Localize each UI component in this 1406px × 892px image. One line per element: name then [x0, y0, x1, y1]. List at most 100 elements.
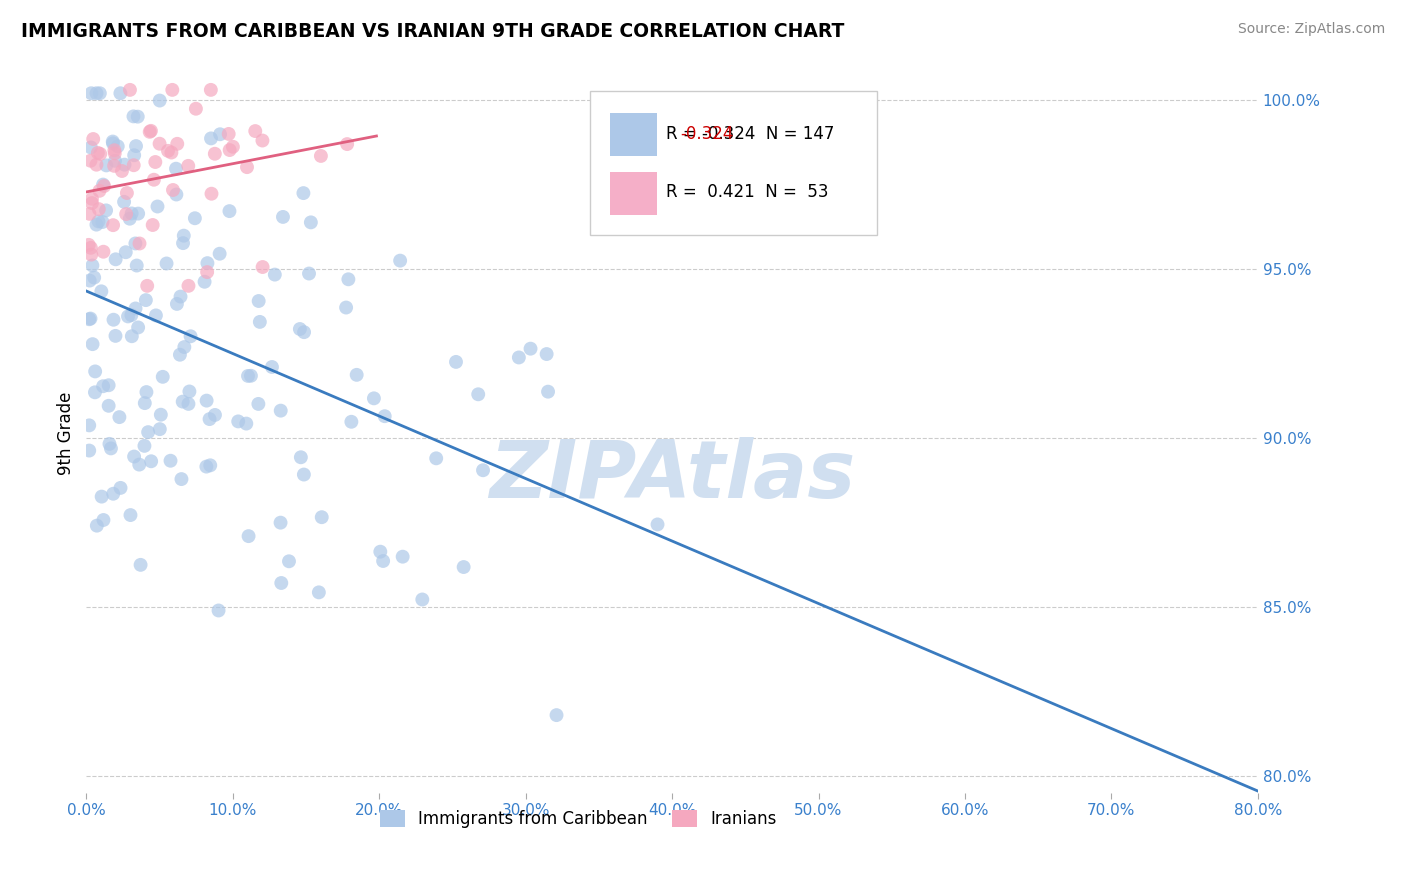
Point: [83, 270, 105, 285]
Point: [226, 414, 249, 428]
Point: [335, 301, 357, 315]
Point: [118, 211, 141, 226]
Point: [208, 246, 231, 260]
Point: [222, 140, 245, 154]
Point: [80, 196, 103, 211]
Point: [346, 368, 368, 382]
Point: [86, 218, 108, 232]
Point: [89, 147, 111, 161]
Point: [218, 127, 240, 141]
Point: [337, 272, 360, 286]
Point: [136, 278, 159, 293]
Point: [389, 253, 412, 268]
Point: [103, 143, 125, 157]
Point: [247, 293, 270, 308]
Point: [177, 159, 200, 173]
Point: [260, 359, 283, 374]
Point: [79, 207, 101, 221]
Text: IMMIGRANTS FROM CARIBBEAN VS IRANIAN 9TH GRADE CORRELATION CHART: IMMIGRANTS FROM CARIBBEAN VS IRANIAN 9TH…: [21, 22, 845, 41]
Point: [149, 408, 172, 422]
Point: [122, 158, 145, 172]
Point: [170, 472, 193, 486]
Point: [180, 329, 202, 343]
Point: [96, 158, 118, 172]
Point: [91, 178, 114, 192]
Point: [80, 87, 103, 101]
Point: [149, 94, 172, 108]
Point: [195, 265, 218, 279]
Point: [77, 312, 100, 326]
Point: [115, 186, 138, 200]
Point: [103, 312, 125, 326]
Point: [100, 442, 122, 456]
Point: [101, 135, 124, 149]
Point: [120, 508, 142, 522]
Point: [94, 203, 117, 218]
Point: [143, 155, 166, 169]
Point: [80, 140, 103, 154]
Point: [371, 554, 394, 568]
Point: [125, 139, 148, 153]
Point: [270, 516, 292, 530]
Point: [249, 315, 271, 329]
Point: [537, 384, 560, 399]
Point: [138, 125, 160, 139]
Point: [77, 443, 100, 458]
Point: [142, 218, 165, 232]
Point: [114, 245, 136, 260]
Point: [110, 481, 132, 495]
Text: R = -0.324  N = 147: R = -0.324 N = 147: [666, 125, 835, 143]
Point: [124, 236, 146, 251]
Text: R =  0.421  N =  53: R = 0.421 N = 53: [666, 183, 828, 201]
Point: [108, 410, 131, 425]
Point: [149, 422, 172, 436]
Point: [84, 385, 107, 400]
Point: [177, 278, 200, 293]
Point: [270, 576, 292, 591]
Point: [204, 408, 226, 422]
Point: [200, 131, 222, 145]
Point: [194, 275, 217, 289]
Point: [245, 124, 267, 138]
Point: [166, 136, 188, 151]
Point: [127, 110, 149, 124]
Point: [647, 517, 669, 532]
Point: [519, 342, 541, 356]
Point: [120, 308, 142, 322]
Point: [236, 160, 259, 174]
Point: [165, 161, 187, 176]
Point: [368, 544, 391, 558]
Point: [198, 412, 221, 426]
Point: [80, 192, 103, 206]
Point: [82, 132, 104, 146]
Point: [93, 179, 115, 194]
Point: [104, 329, 127, 343]
Point: [129, 558, 152, 572]
Point: [104, 252, 127, 267]
Point: [87, 214, 110, 228]
Point: [97, 378, 120, 392]
Point: [139, 124, 162, 138]
Point: [91, 215, 114, 229]
Point: [195, 393, 218, 408]
Point: [103, 159, 125, 173]
Point: [89, 87, 111, 101]
Point: [160, 145, 183, 160]
Point: [207, 603, 229, 617]
Point: [239, 368, 262, 383]
Point: [77, 238, 100, 252]
Point: [184, 102, 207, 116]
Point: [290, 450, 312, 465]
Point: [125, 259, 148, 273]
Point: [155, 256, 177, 270]
Point: [90, 490, 112, 504]
Point: [122, 148, 145, 162]
Point: [142, 172, 165, 186]
Bar: [610, 172, 657, 216]
Point: [103, 487, 125, 501]
Point: [82, 337, 104, 351]
Point: [97, 399, 120, 413]
Point: [86, 518, 108, 533]
Point: [110, 87, 132, 101]
Point: [134, 396, 156, 410]
